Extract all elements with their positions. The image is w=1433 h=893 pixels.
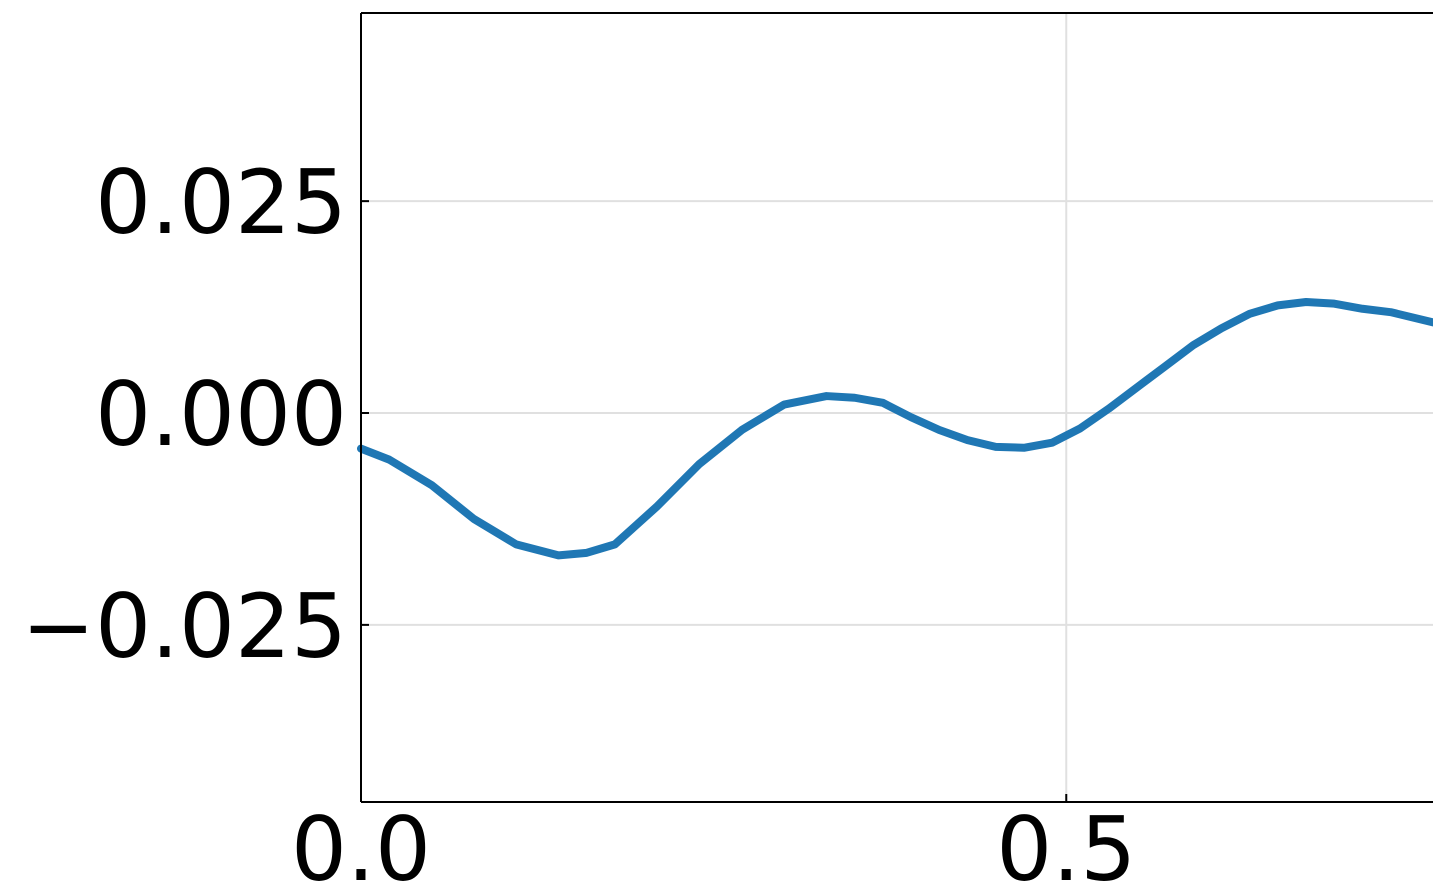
data-series (357, 297, 1433, 560)
ticks (360, 200, 1068, 802)
series-line-0 (357, 297, 1433, 560)
x-tick-label-0: 0.0 (291, 798, 431, 893)
axes (360, 12, 1433, 803)
y-tick-label-2: −0.025 (21, 575, 347, 678)
x-tick-label-1: 0.5 (996, 798, 1136, 893)
y-tick-label-0: 0.025 (95, 151, 347, 254)
y-tick-label-1: 0.000 (95, 363, 347, 466)
tick-labels: 0.0 0.5 0.025 0.000 −0.025 (21, 151, 1136, 893)
